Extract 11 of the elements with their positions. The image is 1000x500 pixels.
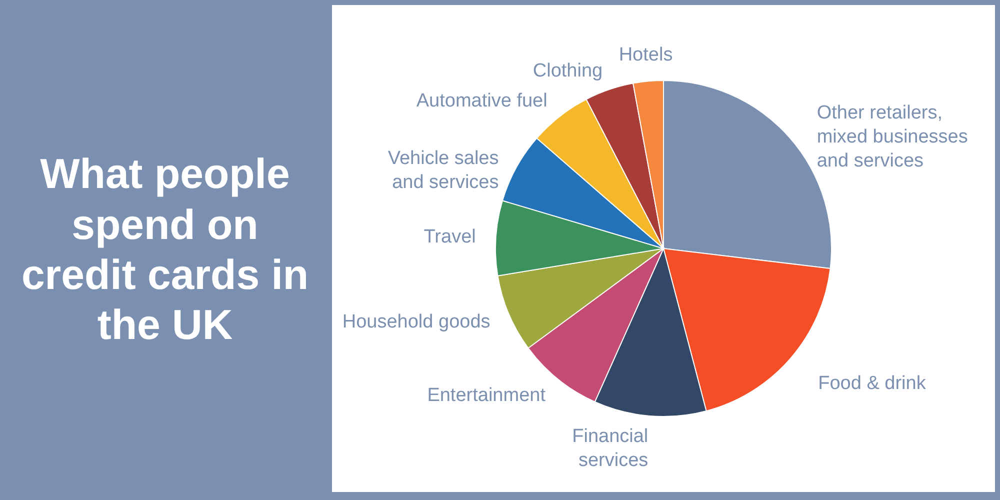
slice-label: Vehicle sales and services <box>388 148 499 193</box>
slice-label: Clothing <box>532 60 603 82</box>
slice-label: Other retailers, mixed businesses and services <box>816 102 968 172</box>
slice-label: Food & drink <box>818 373 926 394</box>
slice-label: Household goods <box>342 312 490 333</box>
text: What people spend on credit cards in the UK <box>20 149 310 350</box>
slice-label: Hotels <box>618 44 673 66</box>
slice-label: Entertainment <box>427 384 546 406</box>
slice-label: Financial services <box>572 426 648 471</box>
slice-label: Automative fuel <box>416 90 548 112</box>
slice-label: Travel <box>424 226 476 248</box>
